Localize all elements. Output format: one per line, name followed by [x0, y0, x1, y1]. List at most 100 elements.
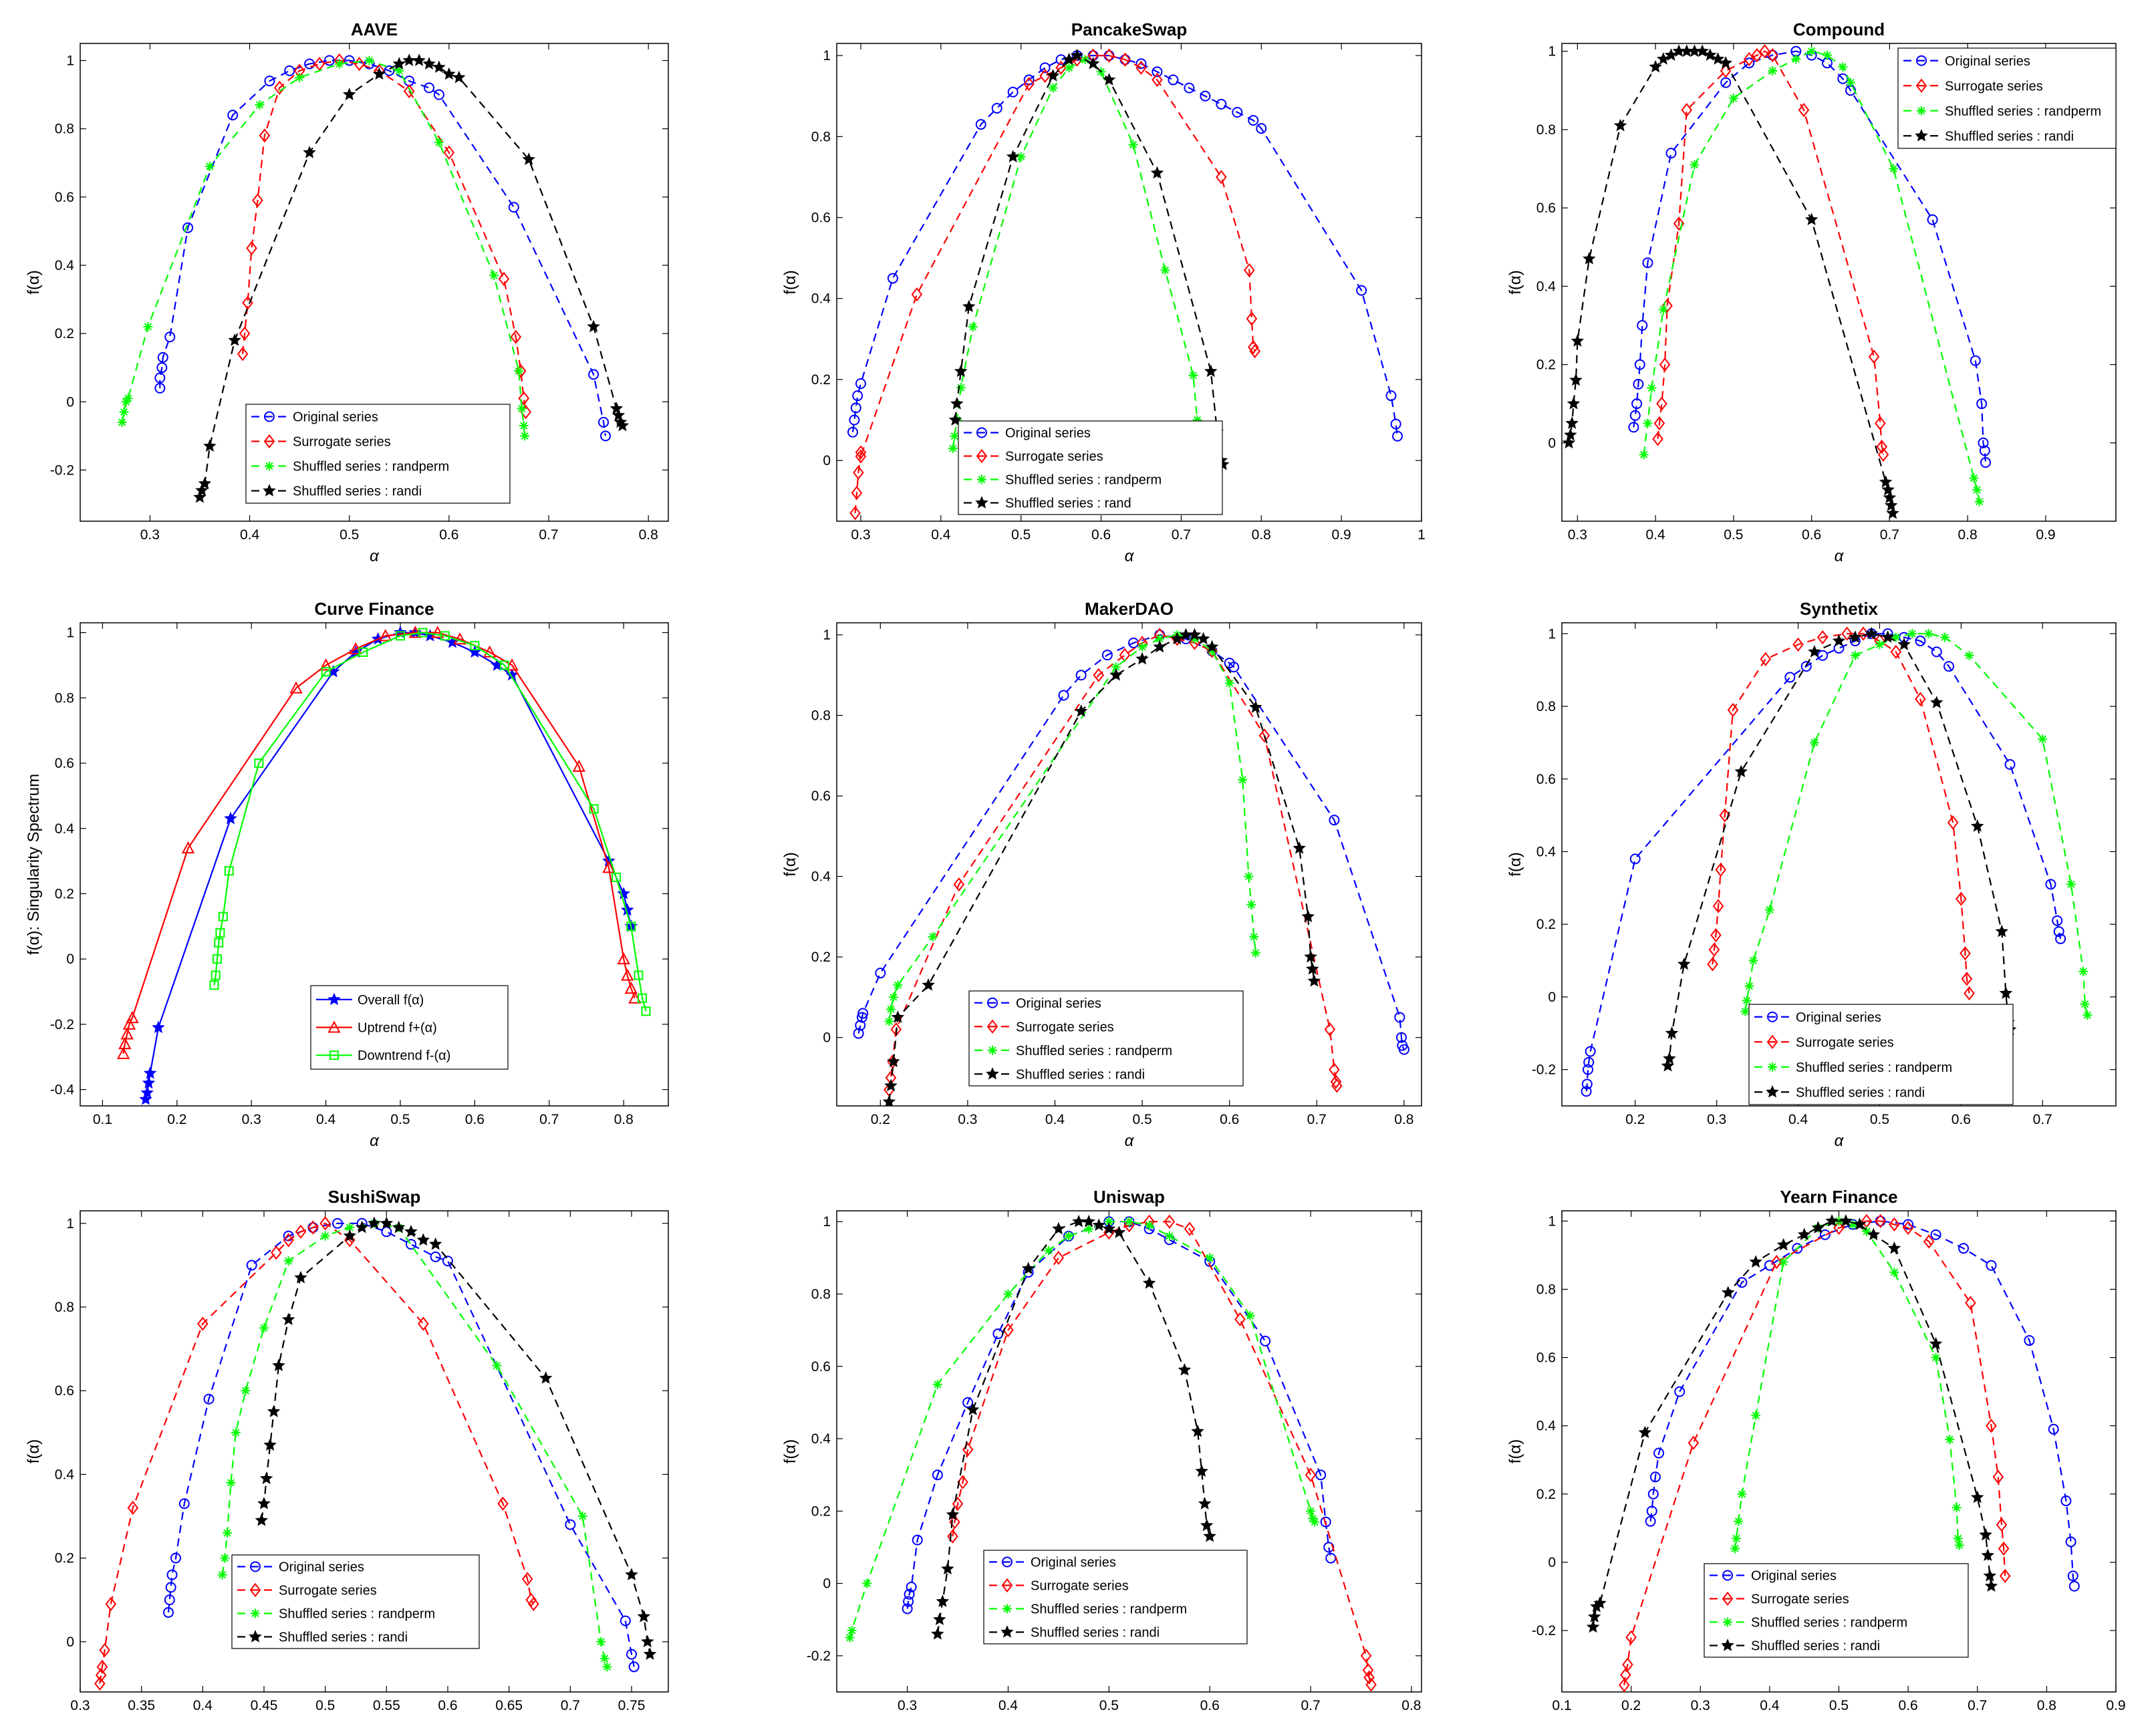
chart-2-series-2-point [1969, 473, 1979, 483]
chart-6-legend-marker [249, 1630, 262, 1642]
chart-4-series-3-point [1301, 909, 1315, 923]
chart-0-series-1-point [498, 271, 510, 287]
chart-0-series-0-line [159, 59, 607, 436]
chart-7-series-1-point [962, 1442, 974, 1457]
chart-5-series-3-point [1881, 630, 1895, 643]
chart-2-xtick-label: 0.5 [1724, 527, 1743, 543]
chart-7-series-2-point [1063, 1231, 1073, 1241]
chart-0-series-1-point [313, 57, 325, 71]
chart-6-legend-label: Shuffled series : randi [279, 1630, 408, 1645]
chart-0-series-0-point [156, 362, 168, 374]
chart-5-ytick-label: 1 [1548, 626, 1556, 641]
chart-7-series-0-point [906, 1582, 917, 1593]
chart-0-series-0-point [600, 430, 612, 442]
chart-4-legend-label: Shuffled series : randperm [1016, 1044, 1172, 1058]
chart-0-legend: Original series Surrogate series Shuffled … [245, 404, 511, 504]
chart-1-series-0-point [887, 273, 898, 284]
chart-4-series-3-point [887, 1054, 900, 1068]
chart-8-series-0-point [2068, 1580, 2080, 1592]
chart-2-series-0-point [1927, 214, 1938, 225]
chart-2-series-1-point [1673, 216, 1685, 231]
chart-6-ytick-label: 0.6 [55, 1383, 74, 1399]
chart-7-series-2-point [1310, 1517, 1320, 1527]
chart-6-xtick-label: 0.65 [495, 1698, 523, 1713]
chart-7-series-2-point [1003, 1289, 1013, 1299]
chart-3-series-1-point [408, 625, 422, 638]
chart-0-series-2-point [295, 73, 305, 83]
chart-6-xtick-label: 0.3 [70, 1698, 90, 1713]
chart-8-series-3-point [1811, 1221, 1825, 1234]
chart-8-ytick-label: 0 [1548, 1555, 1556, 1570]
chart-8-series-3-point [1776, 1238, 1790, 1251]
chart-6-series-3-point [380, 1216, 394, 1230]
chart-8-legend-marker [1721, 1638, 1734, 1651]
chart-7-series-1-point [1365, 1677, 1377, 1692]
chart-1-series-2-point [968, 322, 978, 332]
chart-3-series-2-point [418, 627, 428, 637]
chart-4-xtick-label: 0.4 [1045, 1112, 1065, 1127]
chart-0-ylabel: f(α) [25, 270, 43, 295]
chart-3-xtick-label: 0.3 [242, 1112, 261, 1127]
chart-2-series-3-point [1567, 396, 1581, 410]
chart-4-series-2-point [1249, 931, 1259, 942]
chart-1-ytick-label: 0.4 [811, 291, 831, 307]
chart-5-legend-marker [1766, 1085, 1779, 1098]
chart-3-legend: Overall f(α) Uptrend f+(α) Downtrend f-(α) [310, 985, 509, 1070]
chart-6-series-0-point [430, 1251, 441, 1262]
chart-2-series-1-point [1653, 416, 1665, 431]
chart-2-plot-area [1562, 44, 1992, 519]
chart-5-series-1-point [1715, 863, 1726, 877]
chart-2-series-1-line [1657, 50, 1885, 455]
chart-1-ytick-label: 0.6 [811, 210, 831, 226]
chart-2-ytick-label: 0.8 [1536, 122, 1556, 138]
chart-3-title: Curve Finance [314, 599, 434, 619]
chart-8-series-3-point [1970, 1490, 1984, 1503]
chart-0-series-1-point [239, 326, 251, 341]
chart-3-legend-marker [327, 992, 341, 1006]
chart-4-series-2-line [888, 633, 1256, 1022]
chart-8-series-2-point [1945, 1435, 1955, 1445]
chart-5-series-3-point [1734, 764, 1748, 778]
chart-4-series-3-point [1153, 639, 1167, 653]
chart-0-series-0-point [424, 82, 435, 94]
chart-3-series-1-point [379, 629, 392, 641]
chart-7-series-0-point [902, 1603, 913, 1614]
chart-4-series-3-point [1304, 950, 1317, 963]
chart-6-series-1-point [197, 1316, 209, 1331]
chart-5-series-1-point [1707, 957, 1718, 972]
chart-1-series-2-point [948, 443, 958, 453]
chart-0-series-2-point [517, 404, 527, 414]
chart-3-plot-area [116, 625, 651, 1105]
chart-8-series-3-point [1586, 1620, 1600, 1633]
chart-5-ylabel: f(α) [1506, 852, 1524, 877]
chart-1-series-2-point [1048, 83, 1058, 93]
chart-8-xtick-label: 0.9 [2106, 1698, 2125, 1713]
chart-2-series-3-point [1664, 48, 1678, 61]
chart-6-series-0-line [167, 1222, 635, 1667]
chart-2-legend-label: Shuffled series : randi [1945, 129, 2074, 144]
chart-3-series-2-point [214, 938, 224, 948]
chart-2-series-0-point [1979, 445, 1990, 456]
chart-0-series-1-point [403, 84, 415, 99]
chart-6-series-1-point [295, 1224, 307, 1239]
chart-5-series-0-point [2004, 759, 2016, 770]
chart-8-series-3-point [1887, 1241, 1901, 1254]
chart-0-legend-marker [263, 484, 276, 496]
chart-7-xtick-label: 0.6 [1200, 1698, 1220, 1713]
chart-7-series-3-point [1198, 1497, 1212, 1510]
chart-3-series-1-point [624, 982, 638, 994]
chart-4-series-2-point [1238, 774, 1248, 784]
chart-2-series-0-point [1837, 73, 1849, 84]
chart-6-series-0-point [406, 1239, 416, 1250]
chart-3-series-0-point [143, 1066, 157, 1079]
chart-2-legend: Original series Surrogate series Shuffled … [1897, 47, 2117, 149]
chart-3-xtick-label: 0.5 [390, 1112, 410, 1127]
chart-3-series-2-point [626, 921, 636, 931]
chart-6-series-1-point [521, 1572, 533, 1586]
chart-4-ytick-label: 1 [823, 627, 831, 643]
chart-0-series-1-point [510, 329, 522, 344]
chart-7-ytick-label: 0.4 [811, 1431, 831, 1447]
chart-8-series-3-point [1929, 1336, 1943, 1350]
chart-0-series-1-point [246, 241, 257, 256]
chart-8-series-3-point [1984, 1579, 1998, 1592]
